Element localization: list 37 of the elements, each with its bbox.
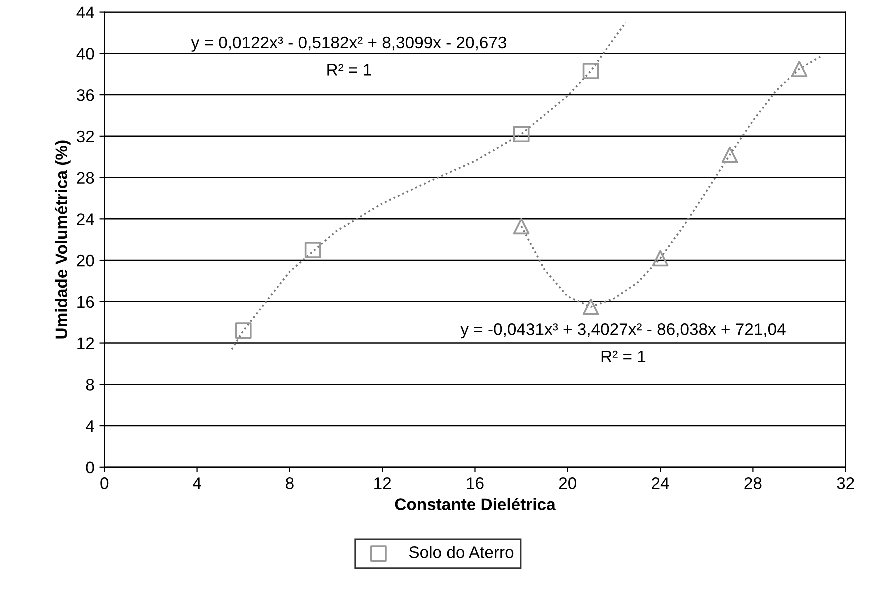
x-tick-label: 12 bbox=[374, 478, 392, 490]
x-tick-label: 28 bbox=[744, 478, 762, 490]
annotation: y = -0,0431x³ + 3,4027x² - 86,038x + 721,04 bbox=[460, 324, 786, 339]
point bbox=[582, 63, 600, 80]
point bbox=[513, 126, 530, 143]
y-axis-title: Umidade Volumétrica (%) bbox=[55, 140, 71, 339]
x-tick-label: 20 bbox=[559, 478, 577, 490]
point bbox=[235, 322, 252, 340]
annotation: R² = 1 bbox=[328, 64, 372, 76]
y-tick-label: 32 bbox=[77, 130, 94, 143]
x-tick-label: 8 bbox=[286, 478, 294, 490]
annotation: y = 0,0122x³ - 0,5182x² + 8,3099x - 20,673 bbox=[191, 36, 506, 52]
x-tick-label: 24 bbox=[652, 478, 670, 490]
y-tick-label: 20 bbox=[77, 254, 94, 267]
point bbox=[722, 146, 738, 164]
annotation: R² = 1 bbox=[602, 350, 646, 362]
point bbox=[791, 61, 808, 78]
legend-label: Solo do Aterro bbox=[409, 546, 514, 558]
y-tick-label: 24 bbox=[77, 214, 94, 226]
y-tick-label: 40 bbox=[76, 48, 94, 60]
y-tick-label: 0 bbox=[86, 462, 94, 474]
point bbox=[513, 218, 530, 235]
y-tick-label: 4 bbox=[86, 420, 94, 432]
x-tick-label: 32 bbox=[837, 478, 854, 490]
y-tick-label: 28 bbox=[77, 172, 94, 184]
x-tick-label: 16 bbox=[467, 478, 484, 490]
y-tick-label: 36 bbox=[77, 89, 94, 102]
y-tick-label: 44 bbox=[76, 6, 94, 18]
y-tick-label: 12 bbox=[78, 338, 94, 350]
x-tick-label: 0 bbox=[100, 478, 109, 490]
point bbox=[652, 250, 669, 267]
point bbox=[304, 242, 322, 258]
point bbox=[582, 298, 600, 316]
x-tick-label: 4 bbox=[193, 478, 202, 490]
y-tick-label: 8 bbox=[86, 379, 94, 391]
y-tick-label: 16 bbox=[78, 296, 94, 308]
x-axis-title: Constante Dielétrica bbox=[395, 498, 556, 510]
